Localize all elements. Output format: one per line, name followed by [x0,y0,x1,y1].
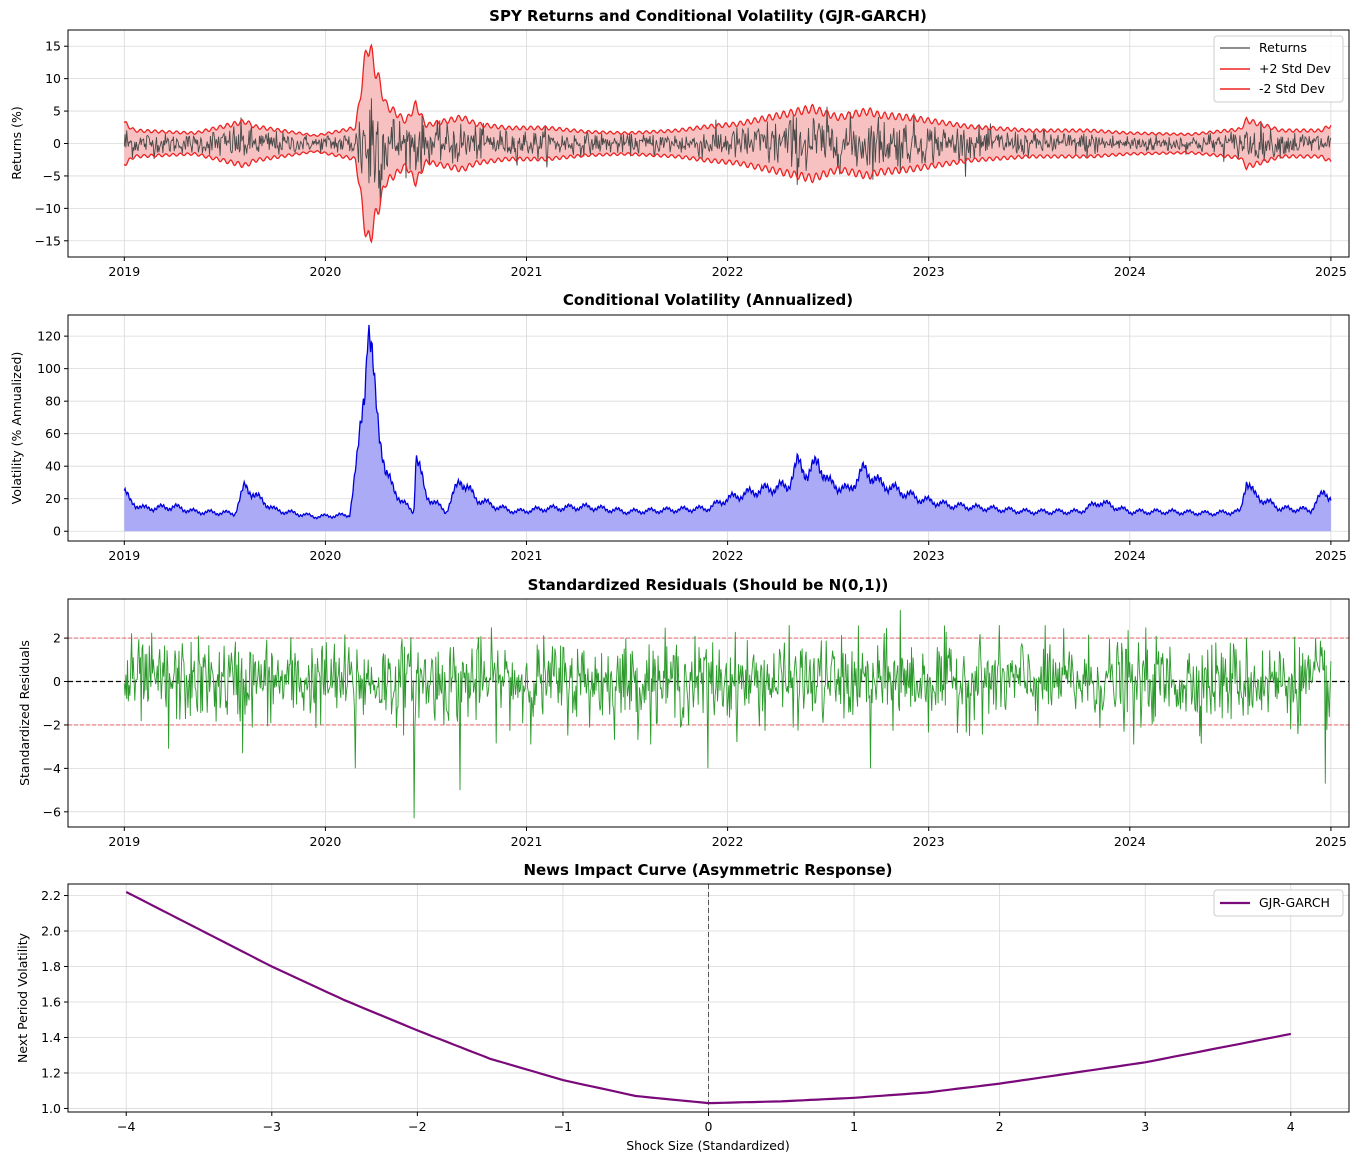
residuals-chart-title: Standardized Residuals (Should be N(0,1)… [528,576,889,594]
y-tick-label: 2.0 [41,924,61,939]
news-impact-panel: News Impact Curve (Asymmetric Response) … [15,861,1350,1153]
y-tick-label: 0 [53,524,61,539]
x-tick-label: 2021 [511,548,543,563]
news-impact-chart-title: News Impact Curve (Asymmetric Response) [523,861,892,879]
volatility-area-fill [124,324,1331,532]
x-tick-label: 2022 [712,264,744,279]
returns-legend-plus2-label: +2 Std Dev [1259,61,1331,76]
returns-chart-title: SPY Returns and Conditional Volatility (… [489,7,927,25]
x-tick-label: 2020 [310,834,342,849]
y-tick-label: −10 [35,201,61,216]
y-tick-label: 1.0 [41,1101,61,1116]
y-tick-label: 1.8 [41,959,61,974]
y-tick-label: 2 [53,631,61,646]
x-tick-label: 2024 [1114,834,1146,849]
residuals-ticks: 2019 2020 2021 2022 2023 2024 2025 −6 −4 −2 0 2 [43,631,1347,849]
x-tick-label: 0 [705,1119,713,1134]
x-tick-label: 2023 [913,548,945,563]
residuals-y-axis-label: Standardized Residuals [17,640,32,786]
news-impact-legend-box [1213,889,1344,917]
y-tick-label: 20 [45,491,61,506]
news-impact-ticks: −4 −3 −2 −1 0 1 2 3 4 1.0 1.2 1.4 1.6 1.8 2.0 2.2 [41,888,1295,1134]
volatility-y-axis-label: Volatility (% Annualized) [9,352,24,505]
plus-2-std-dev-line [123,43,1332,137]
y-tick-label: 60 [45,426,61,441]
x-tick-label: 2022 [712,548,744,563]
x-tick-label: 2025 [1315,264,1347,279]
y-tick-label: 120 [37,329,61,344]
x-tick-label: 2023 [913,264,945,279]
returns-legend: Returns +2 Std Dev -2 Std Dev [1213,35,1344,103]
x-tick-label: 3 [1141,1119,1149,1134]
volatility-plot-frame [67,314,1350,542]
returns-ticks: 2019 2020 2021 2022 2023 2024 2025 −15 −10 −5 0 5 10… [35,39,1347,279]
volatility-ticks: 2019 2020 2021 2022 2023 2024 2025 0 20 40 60 80 100… [37,329,1347,563]
x-tick-label: 2024 [1114,264,1146,279]
news-impact-legend-label: GJR-GARCH [1259,895,1330,910]
minus-2-std-dev-line [123,150,1332,244]
y-tick-label: −2 [43,717,61,732]
volatility-line [123,324,1332,520]
x-tick-label: 2021 [511,834,543,849]
news-impact-legend: GJR-GARCH [1213,889,1344,917]
y-tick-label: 5 [53,104,61,119]
y-tick-label: 100 [37,361,61,376]
x-tick-label: 2025 [1315,834,1347,849]
y-tick-label: 40 [45,459,61,474]
x-tick-label: 2 [996,1119,1004,1134]
returns-legend-minus2-label: -2 Std Dev [1259,81,1325,96]
returns-legend-box [1213,35,1344,103]
x-tick-label: 2021 [511,264,543,279]
volatility-panel: Conditional Volatility (Annualized) Vola… [9,291,1350,563]
x-tick-label: 2025 [1315,548,1347,563]
returns-panel: SPY Returns and Conditional Volatility (… [9,7,1350,279]
residuals-plot-frame [67,598,1350,828]
y-tick-label: 0 [53,674,61,689]
news-impact-y-axis-label: Next Period Volatility [15,932,30,1063]
returns-y-axis-label: Returns (%) [9,106,24,180]
y-tick-label: 15 [45,39,61,54]
x-tick-label: 2020 [310,548,342,563]
x-tick-label: 2022 [712,834,744,849]
returns-legend-returns-label: Returns [1259,40,1307,55]
y-tick-label: −5 [43,168,61,183]
news-impact-x-axis-label: Shock Size (Standardized) [626,1138,790,1153]
x-tick-label: 4 [1287,1119,1295,1134]
x-tick-label: −4 [117,1119,135,1134]
x-tick-label: −1 [554,1119,572,1134]
x-tick-label: 2023 [913,834,945,849]
x-tick-label: 2019 [108,548,140,563]
returns-std-band-fill [124,45,1331,242]
gjr-garch-curve [125,891,1292,1105]
x-tick-label: 2020 [310,264,342,279]
residuals-line [123,609,1332,819]
x-tick-label: 1 [850,1119,858,1134]
x-tick-label: 2019 [108,264,140,279]
y-tick-label: 1.2 [41,1065,61,1080]
residuals-panel: Standardized Residuals (Should be N(0,1)… [17,576,1350,849]
volatility-chart-title: Conditional Volatility (Annualized) [563,291,853,309]
y-tick-label: 10 [45,71,61,86]
x-tick-label: −2 [408,1119,426,1134]
returns-line [123,98,1332,203]
y-tick-label: 0 [53,136,61,151]
y-tick-label: 1.4 [41,1030,61,1045]
x-tick-label: −3 [263,1119,281,1134]
y-tick-label: −15 [35,233,61,248]
y-tick-label: −4 [43,761,61,776]
y-tick-label: 1.6 [41,994,61,1009]
x-tick-label: 2024 [1114,548,1146,563]
x-tick-label: 2019 [108,834,140,849]
y-tick-label: 2.2 [41,888,61,903]
y-tick-label: −6 [43,804,61,819]
y-tick-label: 80 [45,394,61,409]
